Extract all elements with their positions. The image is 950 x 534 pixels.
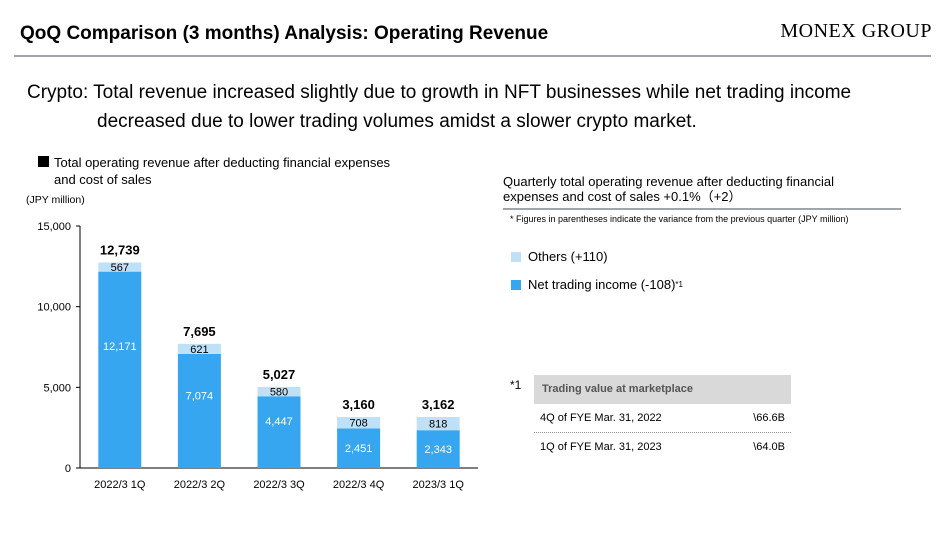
variance-note: * Figures in parentheses indicate the va… bbox=[510, 214, 849, 224]
title-divider bbox=[14, 55, 931, 57]
bar-value-label-net: 12,171 bbox=[103, 341, 137, 353]
table-row: 4Q of FYE Mar. 31, 2022 \66.6B bbox=[534, 404, 791, 433]
bar-total-label: 7,695 bbox=[183, 324, 216, 339]
bar-value-label-net: 2,343 bbox=[424, 444, 452, 456]
table-header: Trading value at marketplace bbox=[534, 375, 791, 404]
legend-net-trading: Net trading income (-108) *1 bbox=[511, 277, 683, 292]
caption-line-1: Total operating revenue after deducting … bbox=[54, 155, 391, 170]
row-label: 1Q of FYE Mar. 31, 2023 bbox=[540, 441, 662, 453]
headline: Crypto: Total revenue increased slightly… bbox=[27, 78, 927, 136]
company-logo: MONEX GROUP bbox=[780, 20, 932, 42]
bar-total-label: 3,162 bbox=[422, 397, 455, 412]
bar-others bbox=[98, 262, 142, 272]
x-tick-label: 2023/3 1Q bbox=[413, 479, 465, 491]
bar-net-trading bbox=[98, 271, 142, 468]
bar-net-trading bbox=[177, 353, 221, 468]
page-title: QoQ Comparison (3 months) Analysis: Oper… bbox=[20, 23, 549, 44]
bar-value-label-others: 818 bbox=[429, 419, 447, 431]
table-row: 1Q of FYE Mar. 31, 2023 \64.0B bbox=[534, 433, 791, 461]
bar-total-label: 3,160 bbox=[342, 397, 375, 412]
y-tick-label: 10,000 bbox=[37, 302, 71, 314]
bar-value-label-others: 621 bbox=[190, 344, 208, 356]
y-tick-label: 5,000 bbox=[43, 382, 71, 394]
bar-net-trading bbox=[257, 396, 301, 468]
right-panel-divider bbox=[503, 208, 901, 210]
bar-value-label-others: 580 bbox=[270, 387, 288, 399]
headline-line-2: decreased due to lower trading volumes a… bbox=[97, 111, 697, 132]
headline-line-1: Crypto: Total revenue increased slightly… bbox=[27, 82, 852, 103]
x-tick-label: 2022/3 1Q bbox=[94, 479, 146, 491]
legend-others-swatch bbox=[511, 251, 521, 262]
y-tick-label: 0 bbox=[65, 463, 71, 475]
bar-total-label: 5,027 bbox=[263, 367, 296, 382]
bar-net-trading bbox=[416, 430, 460, 468]
legend-net-footnote: *1 bbox=[675, 280, 683, 289]
bar-value-label-others: 708 bbox=[349, 418, 367, 430]
bar-value-label-net: 4,447 bbox=[265, 416, 293, 428]
x-tick-label: 2022/3 4Q bbox=[333, 479, 385, 491]
y-tick-label: 15,000 bbox=[37, 221, 71, 233]
bar-value-label-net: 2,451 bbox=[345, 443, 373, 455]
x-tick-label: 2022/3 3Q bbox=[253, 479, 305, 491]
bar-value-label-net: 7,074 bbox=[186, 391, 214, 403]
bar-net-trading bbox=[337, 428, 381, 468]
y-axis-unit: (JPY million) bbox=[26, 194, 85, 206]
bar-total-label: 12,739 bbox=[100, 242, 140, 257]
right-title-line-2: expenses and cost of sales +0.1%（+2） bbox=[503, 189, 742, 204]
row-value: \66.6B bbox=[753, 412, 785, 424]
legend-others: Others (+110) bbox=[511, 249, 608, 264]
bar-others bbox=[416, 417, 460, 431]
bar-value-label-others: 567 bbox=[111, 262, 129, 274]
chart-caption: Total operating revenue after deducting … bbox=[38, 154, 438, 188]
legend-others-label: Others (+110) bbox=[528, 249, 608, 264]
right-title-line-1: Quarterly total operating revenue after … bbox=[503, 174, 834, 189]
right-panel-title: Quarterly total operating revenue after … bbox=[503, 174, 893, 204]
caption-line-2: and cost of sales bbox=[54, 172, 152, 187]
bar-others bbox=[337, 417, 381, 429]
footnote-mark: *1 bbox=[510, 378, 522, 392]
caption-square-icon bbox=[38, 156, 49, 167]
trading-value-table: Trading value at marketplace 4Q of FYE M… bbox=[534, 375, 791, 461]
row-value: \64.0B bbox=[753, 441, 785, 453]
bar-others bbox=[257, 386, 301, 397]
row-label: 4Q of FYE Mar. 31, 2022 bbox=[540, 412, 662, 424]
legend-net-swatch bbox=[511, 279, 521, 290]
revenue-bar-chart: 0 5,000 10,000 15,000 12,171 567 12,739 2022/3 … bbox=[37, 221, 478, 491]
bar-others bbox=[177, 343, 221, 354]
legend-net-label: Net trading income (-108) bbox=[528, 277, 676, 292]
x-tick-label: 2022/3 2Q bbox=[174, 479, 226, 491]
